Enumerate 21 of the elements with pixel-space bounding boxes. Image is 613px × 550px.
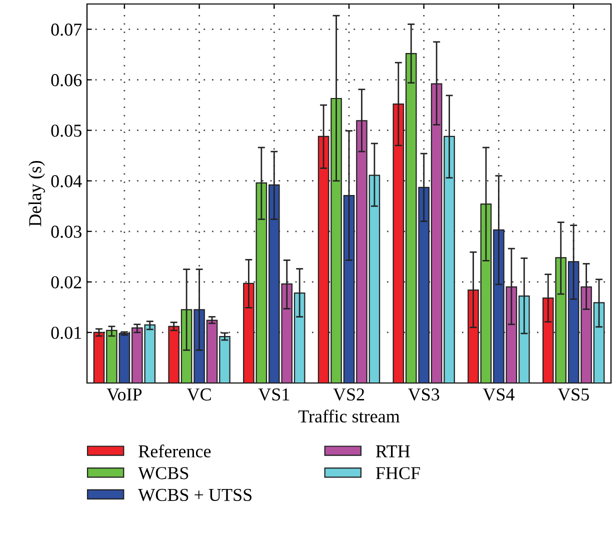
legend-label: WCBS + UTSS (138, 488, 252, 502)
legend-label: WCBS (138, 467, 188, 480)
y-tick-label: 0.04 (51, 175, 82, 188)
legend-label: FHCF (376, 467, 420, 480)
y-tick-label: 0.07 (51, 24, 82, 36)
x-tick-label: VS5 (558, 388, 589, 401)
x-tick-label: VC (186, 388, 211, 401)
y-tick-label: 0.02 (51, 276, 82, 288)
x-tick-label: VS3 (408, 388, 440, 401)
x-tick-label: VS2 (333, 388, 364, 401)
y-axis-title: Delay (s) (28, 160, 45, 226)
y-tick-label: 0.01 (51, 326, 82, 339)
x-tick-label: VoIP (106, 388, 142, 401)
legend-label: Reference (138, 444, 211, 458)
y-tick-label: 0.05 (51, 124, 82, 137)
x-tick-label: VS4 (482, 388, 514, 401)
y-tick-label: 0.03 (51, 226, 82, 238)
x-axis-title: Traffic stream (298, 410, 400, 422)
y-tick-label: 0.06 (51, 74, 82, 86)
legend-label: RTH (376, 445, 410, 458)
x-tick-label: VS1 (258, 388, 290, 401)
